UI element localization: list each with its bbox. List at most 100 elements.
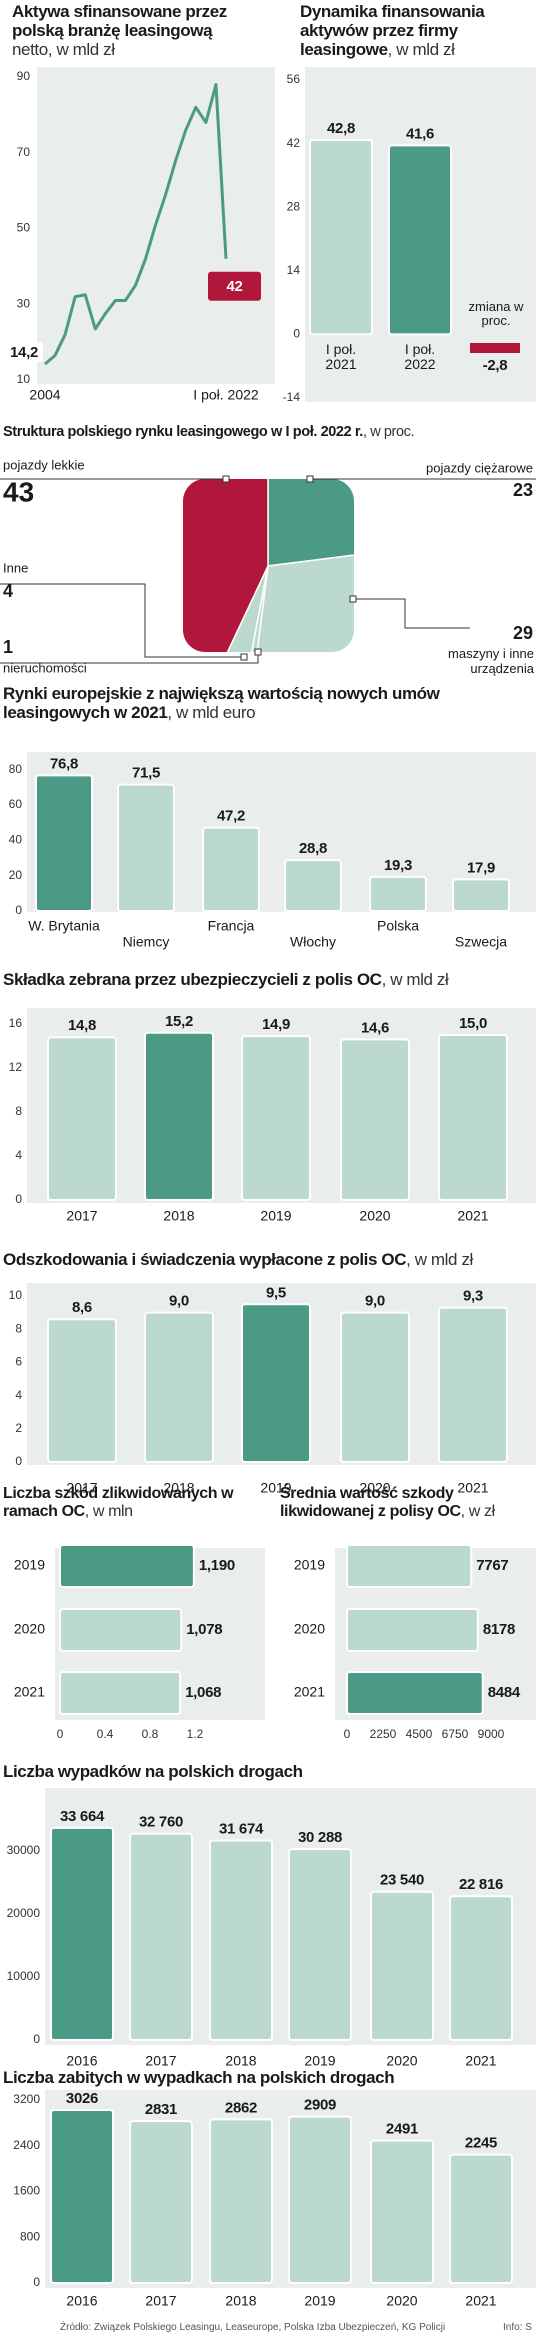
bar bbox=[129, 2120, 193, 2285]
pie-slice bbox=[248, 546, 354, 652]
y-tick-label: 10 bbox=[17, 372, 31, 386]
x-tick-label: 2018 bbox=[163, 1208, 194, 1224]
value-label: 22 816 bbox=[459, 1876, 503, 1893]
x-tick-label: Niemcy bbox=[123, 934, 170, 950]
y-tick-label: 12 bbox=[9, 1060, 23, 1074]
x-tick-label: 2017 bbox=[66, 1208, 97, 1224]
plot-background bbox=[27, 752, 536, 912]
bar bbox=[209, 2118, 273, 2284]
bar bbox=[370, 2139, 434, 2284]
pie bbox=[183, 479, 354, 652]
value-label: 47,2 bbox=[217, 808, 245, 825]
y-tick-label: 0 bbox=[15, 1454, 22, 1468]
bar bbox=[452, 878, 510, 912]
value-label: 1,190 bbox=[199, 1557, 235, 1574]
x-tick-label: 0 bbox=[344, 1727, 351, 1741]
y-tick-label: 10 bbox=[9, 1288, 23, 1302]
y-tick-label: 2021 bbox=[14, 1684, 45, 1700]
bar bbox=[241, 1035, 311, 1201]
x-tick-label: Szwecja bbox=[455, 934, 507, 950]
value-label-box bbox=[208, 271, 261, 301]
x-tick-label: 0.8 bbox=[142, 1727, 159, 1741]
value-label: 15,0 bbox=[459, 1015, 487, 1032]
x-tick-label: 2019 bbox=[304, 2293, 335, 2309]
value-label: 14,8 bbox=[68, 1017, 96, 1034]
leader-marker bbox=[306, 475, 314, 483]
value-label: 14,2 bbox=[10, 344, 38, 361]
y-tick-label: 2019 bbox=[14, 1557, 45, 1573]
chart-title-block: Aktywa sfinansowane przez polską branżę … bbox=[12, 2, 277, 59]
bar bbox=[369, 875, 427, 912]
x-tick-label: 2016 bbox=[66, 2053, 97, 2069]
bar bbox=[309, 138, 373, 336]
y-tick-label: 28 bbox=[287, 199, 301, 213]
bar bbox=[202, 826, 260, 913]
x-tick-label: 2250 bbox=[370, 1727, 397, 1741]
bar bbox=[346, 1544, 473, 1588]
bar bbox=[144, 1311, 214, 1463]
y-tick-label: 50 bbox=[17, 221, 31, 235]
y-tick-label: 20000 bbox=[7, 1906, 41, 1920]
chart-title-block: Składka zebrana przez ubezpieczycieli z … bbox=[3, 970, 536, 989]
y-tick-label: 4 bbox=[15, 1148, 22, 1162]
y-tick-label: 20 bbox=[9, 868, 23, 882]
value-label: 2831 bbox=[145, 2101, 177, 2118]
bar bbox=[241, 1303, 311, 1464]
slice-label: pojazdy ciężarowe bbox=[426, 460, 533, 475]
chart-subtitle: netto, w mld zł bbox=[12, 40, 115, 59]
value-label: 2245 bbox=[465, 2135, 497, 2152]
y-tick-label: 14 bbox=[287, 263, 301, 277]
bar bbox=[288, 1848, 352, 2041]
y-tick-label: 0 bbox=[15, 1192, 22, 1206]
bar bbox=[346, 1608, 479, 1652]
value-label: 42,8 bbox=[327, 120, 355, 137]
y-tick-label: 2 bbox=[15, 1421, 22, 1435]
y-tick-label: 8 bbox=[15, 1104, 22, 1118]
value-label-box bbox=[5, 342, 43, 363]
bar bbox=[35, 774, 93, 912]
chart-title-block: Dynamika finansowania aktywów przez firm… bbox=[300, 2, 534, 59]
y-tick-label: 2020 bbox=[294, 1621, 325, 1637]
slice-label: nieruchomości bbox=[3, 660, 87, 675]
leader-line bbox=[353, 598, 470, 629]
bar bbox=[209, 1839, 273, 2042]
x-tick-label: 1.2 bbox=[187, 1727, 204, 1741]
slice-value: 43 bbox=[3, 476, 34, 507]
x-tick-label: 2020 bbox=[359, 1480, 390, 1496]
x-tick-label: 2019 bbox=[260, 1208, 291, 1224]
leader-marker bbox=[254, 648, 262, 656]
chart-subtitle: , w proc. bbox=[362, 424, 415, 440]
value-label: 9,0 bbox=[169, 1293, 189, 1310]
y-tick-label: -14 bbox=[283, 390, 301, 404]
x-tick-label: 2021 bbox=[465, 2053, 496, 2069]
leader-line bbox=[0, 652, 259, 664]
chart-title-block: Liczba szkód zlikwidowanych w ramach OC,… bbox=[3, 1485, 268, 1521]
value-label: 1,068 bbox=[185, 1684, 221, 1701]
chart-subtitle: , w mld euro bbox=[167, 703, 256, 722]
x-tick-label: 2016 bbox=[66, 2293, 97, 2309]
y-tick-label: 0 bbox=[33, 2032, 40, 2046]
bar bbox=[449, 2153, 513, 2284]
value-label: 30 288 bbox=[298, 1829, 342, 1846]
bar bbox=[59, 1608, 183, 1652]
value-label: 1,078 bbox=[186, 1621, 222, 1638]
y-tick-label: 1600 bbox=[13, 2184, 40, 2198]
x-tick-label: 2018 bbox=[163, 1480, 194, 1496]
value-label: 17,9 bbox=[467, 859, 495, 876]
leader-marker bbox=[240, 653, 248, 661]
chart-title: Odszkodowania i świadczenia wypłacone z … bbox=[3, 1250, 407, 1269]
x-tick-label: 2018 bbox=[225, 2053, 256, 2069]
bar bbox=[449, 1895, 513, 2041]
leader-marker bbox=[349, 595, 357, 603]
x-tick-label: Włochy bbox=[290, 934, 336, 950]
bar bbox=[438, 1034, 508, 1201]
bar bbox=[59, 1544, 195, 1588]
x-tick-label: 0.4 bbox=[97, 1727, 114, 1741]
slice-value: 4 bbox=[3, 581, 13, 601]
bar bbox=[340, 1038, 410, 1202]
x-tick-label: 2020 bbox=[386, 2293, 417, 2309]
y-tick-label: 80 bbox=[9, 762, 23, 776]
value-label: 41,6 bbox=[406, 125, 434, 142]
x-tick-label: 2018 bbox=[225, 2293, 256, 2309]
chart-title-block: Rynki europejskie z największą wartością… bbox=[3, 684, 523, 722]
